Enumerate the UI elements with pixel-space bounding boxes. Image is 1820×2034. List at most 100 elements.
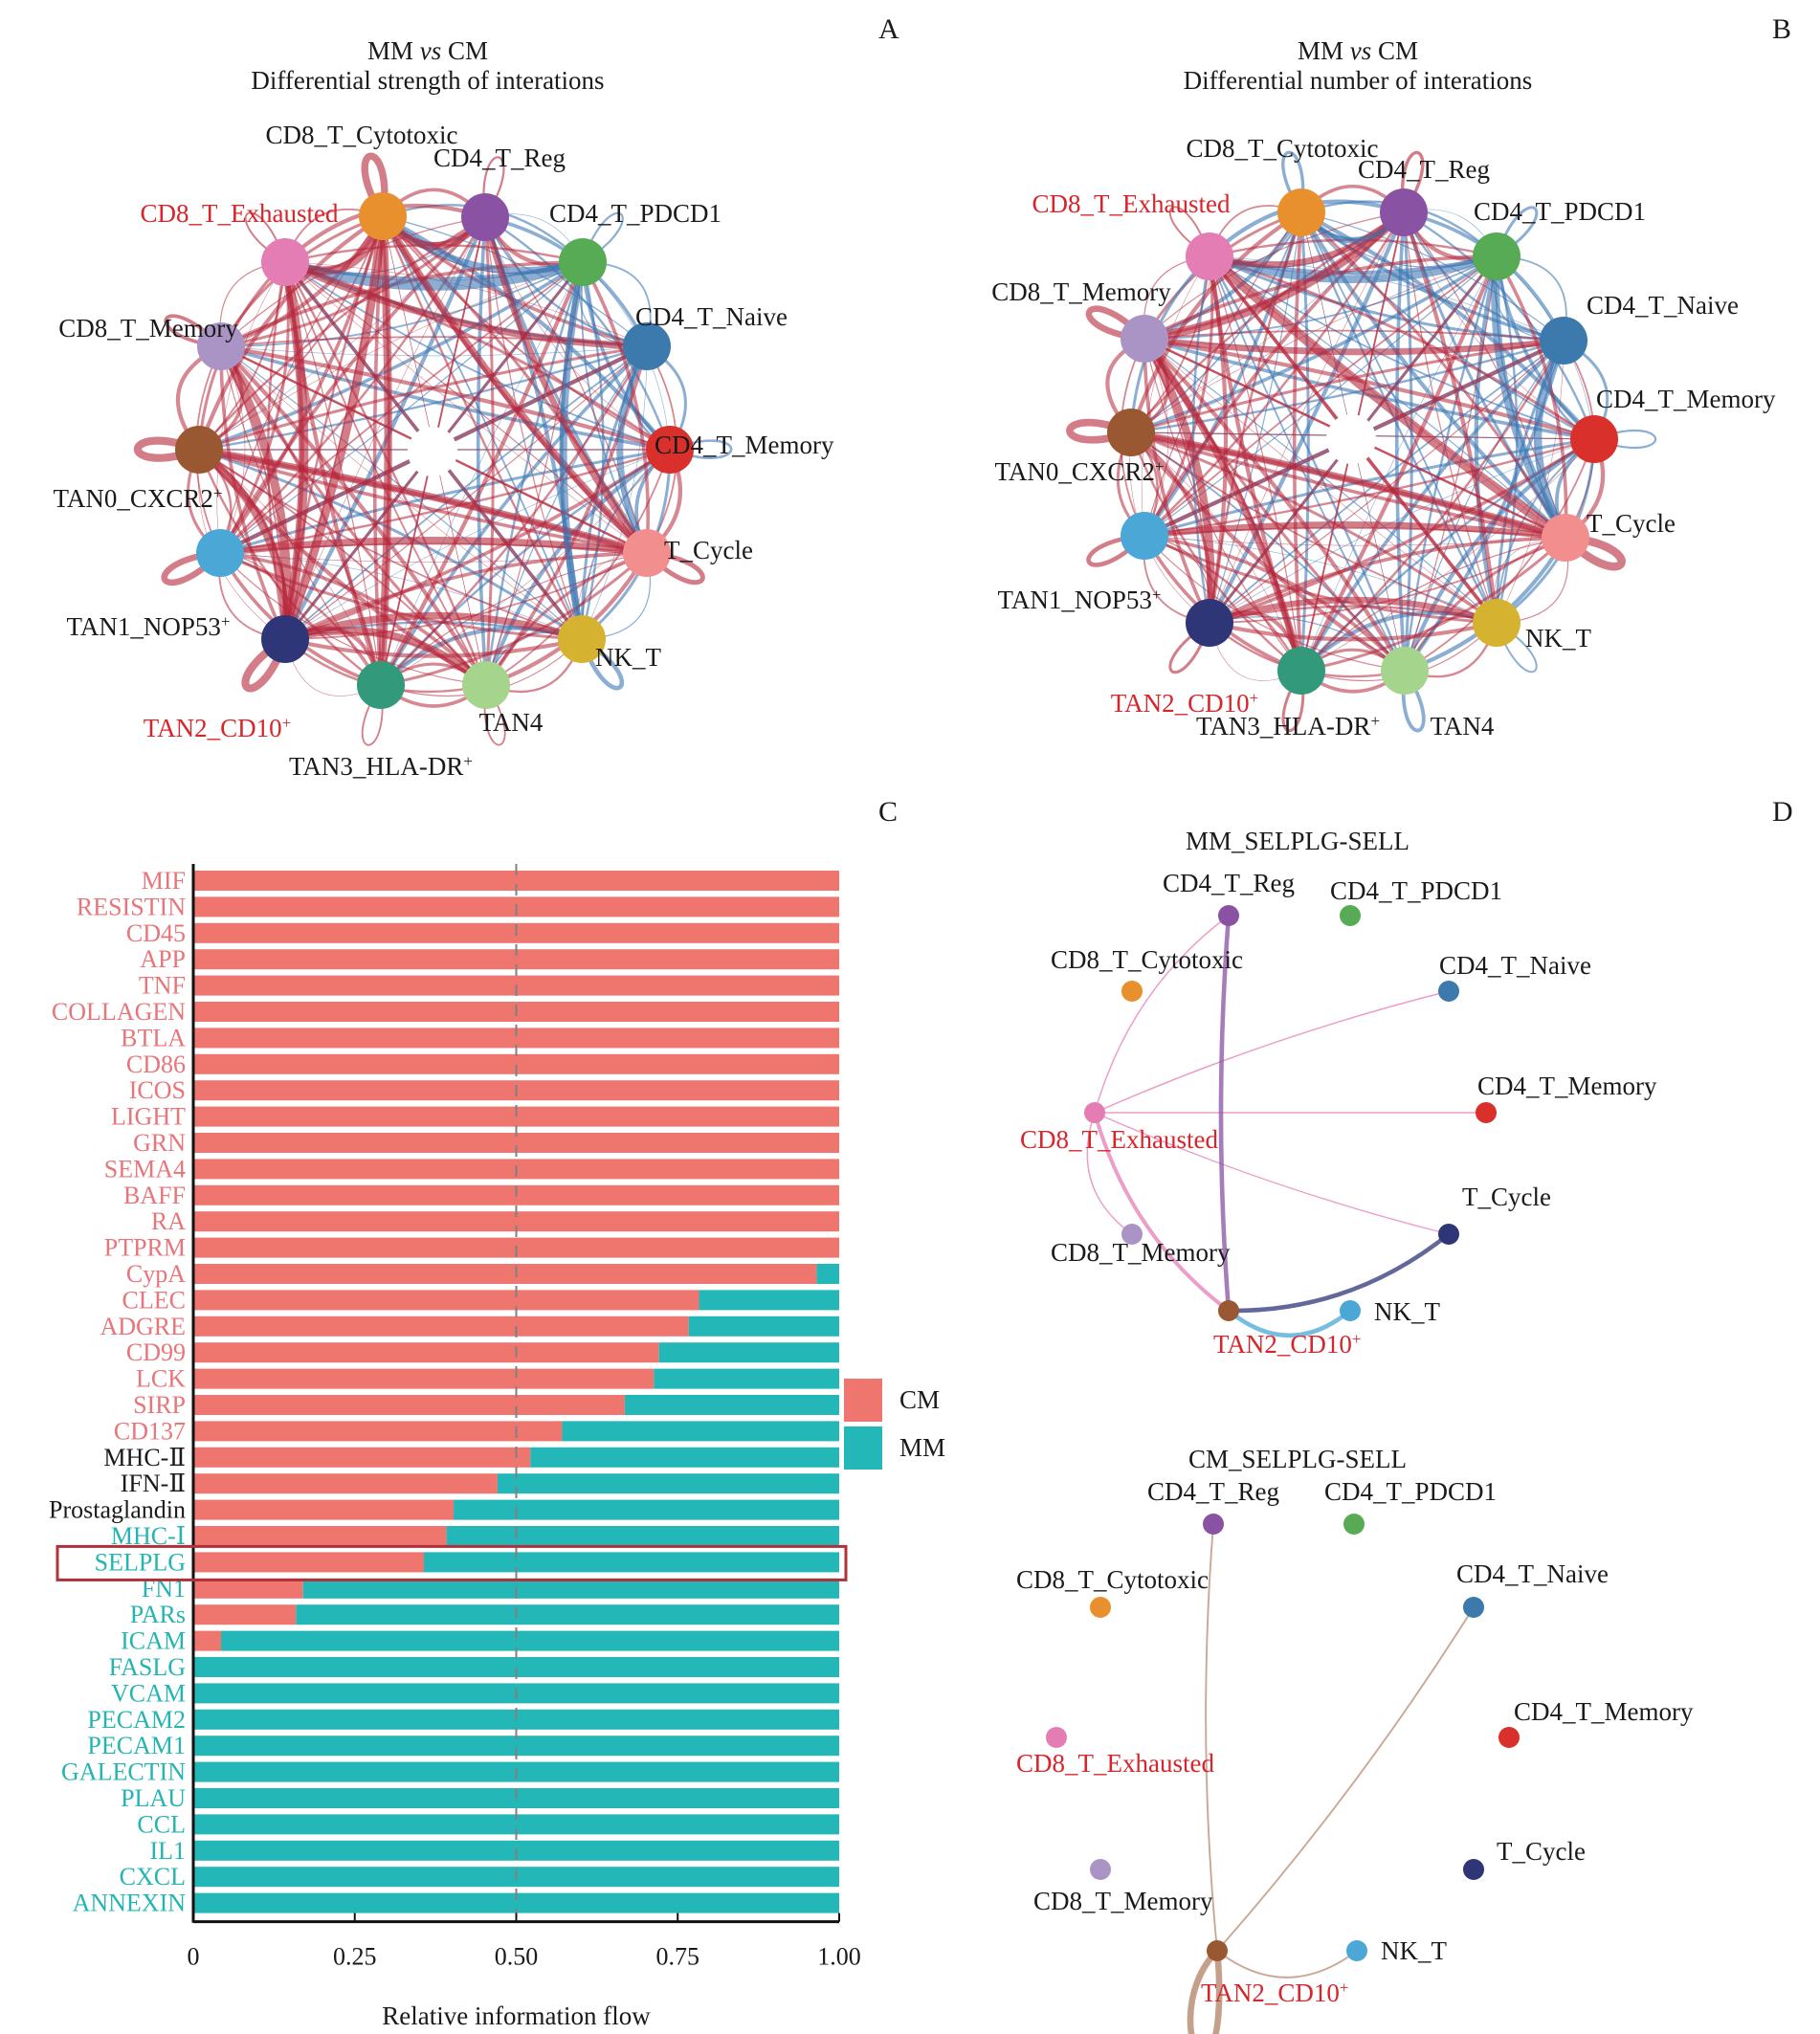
node-cd8-t-memory[interactable] — [1121, 315, 1168, 363]
node-tan2-cd10[interactable] — [1218, 1300, 1239, 1321]
interaction-edge — [1129, 210, 1303, 433]
node-t-cycle[interactable] — [1438, 1224, 1459, 1245]
node-cd8-t-memory[interactable] — [197, 322, 245, 370]
interaction-edge-cd8-t-memory-to-cd4-t-naive — [1143, 335, 1565, 356]
node-cd8-t-exhausted[interactable] — [261, 238, 309, 286]
category-label-icam: ICAM — [121, 1627, 186, 1655]
node-label-tan3-hla-dr: TAN3_HLA-DR+ — [289, 752, 473, 782]
node-cd4-t-reg[interactable] — [461, 193, 509, 241]
category-label-cypa: CypA — [126, 1260, 186, 1288]
node-cd4-t-naive[interactable] — [1438, 981, 1459, 1002]
self-loop-tan0-cxcr2 — [1066, 418, 1133, 444]
node-cd4-t-memory[interactable] — [1476, 1102, 1497, 1123]
node-cd4-t-reg[interactable] — [1218, 905, 1239, 926]
node-cd4-t-reg[interactable] — [1203, 1514, 1224, 1535]
x-tick-label: 1.00 — [817, 1943, 861, 1971]
node-nk-t[interactable] — [1473, 599, 1520, 647]
node-cd4-t-pdcd1[interactable] — [1343, 1514, 1365, 1535]
node-cd8-t-cytotoxic[interactable] — [359, 192, 407, 240]
bar-row-selplg: SELPLG — [95, 1548, 839, 1576]
bar-mm-pecam2 — [193, 1709, 839, 1730]
node-cd4-t-pdcd1[interactable] — [1340, 905, 1361, 926]
bar-row-ifn: IFN-Ⅱ — [121, 1470, 839, 1497]
node-cd4-t-memory[interactable] — [1498, 1727, 1520, 1748]
self-loops — [133, 152, 733, 746]
node-label-cd4-t-memory: CD4_T_Memory — [1477, 1072, 1657, 1100]
node-cd8-t-memory[interactable] — [1090, 1859, 1111, 1880]
self-loop-cd8-t-memory — [164, 314, 223, 348]
node-cd8-t-memory[interactable] — [1121, 1224, 1143, 1245]
node-label-cd4-t-pdcd1: CD4_T_PDCD1 — [1324, 1477, 1497, 1506]
category-label-selplg: SELPLG — [95, 1548, 186, 1576]
self-loop-tan4 — [483, 684, 506, 746]
bar-row-cd86: CD86 — [126, 1050, 839, 1078]
node-label-cd8-t-memory: CD8_T_Memory — [1033, 1887, 1213, 1915]
node-t-cycle[interactable] — [623, 529, 671, 577]
bar-cm-fn1 — [193, 1578, 303, 1599]
node-cd4-t-reg[interactable] — [1380, 188, 1428, 236]
node-tan0-cxcr2[interactable] — [175, 426, 223, 474]
legend-label-mm: MM — [899, 1433, 945, 1462]
node-cd4-t-naive[interactable] — [623, 322, 671, 370]
node-tan1-nop53[interactable] — [1121, 512, 1168, 560]
interaction-edge — [1143, 534, 1498, 625]
interaction-edge-cd4-t-naive-to-t-cycle — [616, 344, 650, 555]
node-tan2-cd10[interactable] — [261, 615, 309, 663]
node-tan3-hla-dr[interactable] — [357, 661, 405, 709]
node-label-t-cycle: T_Cycle — [1462, 1183, 1551, 1211]
node-label-cd4-t-naive: CD4_T_Naive — [635, 302, 788, 331]
legend-swatch-mm — [844, 1426, 882, 1470]
node-nk-t[interactable] — [1340, 1300, 1361, 1321]
node-tan2-cd10[interactable] — [1186, 599, 1233, 647]
interaction-edge — [1495, 255, 1568, 539]
node-cd4-t-memory[interactable] — [1570, 415, 1618, 463]
node-label-cd4-t-pdcd1: CD4_T_PDCD1 — [1474, 197, 1646, 226]
panel-letter-a: A — [878, 13, 899, 45]
node-cd4-t-pdcd1[interactable] — [1473, 232, 1520, 280]
bar-mm-faslg — [193, 1657, 839, 1677]
node-cd8-t-exhausted[interactable] — [1046, 1727, 1067, 1748]
node-tan3-hla-dr[interactable] — [1277, 647, 1325, 695]
category-label-plau: PLAU — [121, 1784, 186, 1812]
node-cd4-t-pdcd1[interactable] — [559, 238, 607, 286]
node-cd4-t-naive[interactable] — [1540, 317, 1587, 365]
node-cd8-t-cytotoxic[interactable] — [1277, 188, 1325, 236]
edge-tan2-cd10-to-nk-t — [1227, 1309, 1352, 1338]
node-nk-t[interactable] — [558, 615, 606, 663]
node-tan1-nop53[interactable] — [196, 529, 244, 577]
interaction-edge — [380, 551, 649, 687]
self-loop-cd4-t-memory — [669, 439, 733, 459]
bar-cm-pars — [193, 1604, 297, 1625]
node-t-cycle[interactable] — [1463, 1859, 1484, 1880]
node-nk-t[interactable] — [1346, 1940, 1367, 1961]
node-cd8-t-cytotoxic[interactable] — [1090, 1597, 1111, 1618]
node-cd4-t-naive[interactable] — [1463, 1597, 1484, 1618]
node-label-nk-t: NK_T — [1374, 1297, 1440, 1326]
node-tan0-cxcr2[interactable] — [1107, 409, 1155, 456]
node-cd4-t-memory[interactable] — [646, 426, 694, 474]
node-t-cycle[interactable] — [1542, 514, 1589, 562]
interaction-edge-cd4-t-naive-to-t-cycle — [1534, 339, 1569, 541]
bar-mm-selplg — [423, 1552, 839, 1573]
interaction-edge — [484, 448, 672, 686]
node-cd8-t-exhausted[interactable] — [1186, 232, 1233, 280]
interaction-edge — [1143, 535, 1406, 672]
interaction-edge — [1130, 431, 1498, 625]
self-loop-tan1-nop53 — [1086, 533, 1146, 567]
node-cd8-t-exhausted[interactable] — [1084, 1102, 1105, 1123]
node-tan4[interactable] — [462, 661, 510, 709]
node-label-tan3-hla-dr: TAN3_HLA-DR+ — [1196, 712, 1380, 741]
self-loop-cd8-t-cytotoxic — [361, 152, 388, 218]
bar-cm-light — [193, 1106, 839, 1127]
self-loop-tan3-hla-dr — [361, 684, 384, 746]
node-tan4[interactable] — [1381, 647, 1429, 695]
category-label-cxcl: CXCL — [120, 1863, 186, 1890]
node-cd8-t-cytotoxic[interactable] — [1121, 981, 1143, 1002]
node-tan2-cd10[interactable] — [1207, 1940, 1228, 1961]
bar-row-resistin: RESISTIN — [77, 893, 839, 920]
interaction-edge-cd8-t-exhausted-to-cd4-t-naive — [283, 258, 648, 350]
interaction-edge — [1209, 620, 1498, 642]
node-label-cd8-t-memory: CD8_T_Memory — [1051, 1238, 1231, 1267]
bar-cm-ra — [193, 1211, 839, 1232]
